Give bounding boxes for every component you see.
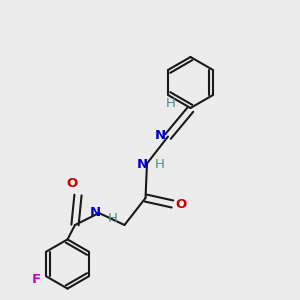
Text: H: H: [154, 158, 164, 172]
Text: O: O: [176, 197, 187, 211]
Text: H: H: [166, 97, 176, 110]
Text: N: N: [89, 206, 100, 220]
Text: H: H: [108, 212, 118, 226]
Text: N: N: [137, 158, 148, 172]
Text: F: F: [32, 273, 41, 286]
Text: N: N: [154, 129, 166, 142]
Text: O: O: [66, 178, 78, 190]
